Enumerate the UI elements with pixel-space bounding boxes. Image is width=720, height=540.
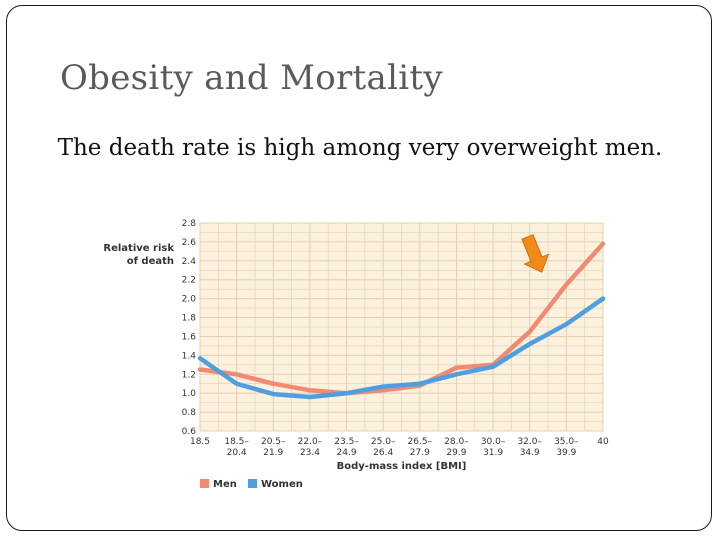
x-tick-label: 32.0– (517, 437, 542, 447)
series-line-women (197, 296, 606, 400)
x-tick-label: 21.9 (263, 448, 283, 458)
y-tick-label: 1.6 (182, 332, 197, 342)
x-tick-label: 34.9 (520, 448, 540, 458)
legend-label-women: Women (261, 479, 303, 490)
y-tick-label: 2.2 (182, 276, 196, 286)
y-axis-title: of death (127, 256, 174, 267)
x-tick-label: 27.9 (410, 448, 430, 458)
y-tick-label: 1.0 (182, 389, 197, 399)
x-tick-label: 20.5– (261, 437, 286, 447)
bmi-mortality-chart: 0.6 0.8 1.0 1.2 1.4 1.6 1.8 2.0 2.2 2.4 2.6 2.8 Rela… (103, 219, 609, 490)
y-tick-label: 2.6 (182, 238, 197, 248)
x-tick-label: 31.9 (483, 448, 503, 458)
x-tick-label: 29.9 (446, 448, 466, 458)
y-tick-label: 2.0 (182, 295, 197, 305)
legend-swatch-men (200, 479, 209, 488)
x-tick-label: 24.9 (337, 448, 357, 458)
x-tick-label: 28.0– (444, 437, 469, 447)
y-tick-label: 1.2 (182, 370, 196, 380)
annotation-arrow-shape (521, 234, 550, 273)
y-tick-label: 2.8 (182, 219, 197, 229)
x-tick-label: 22.0– (298, 437, 323, 447)
x-tick-label: 40 (597, 437, 609, 447)
y-tick-label: 1.8 (182, 314, 197, 324)
slide-body: The death rate is high among very overwe… (57, 135, 663, 161)
y-tick-label: 1.4 (182, 351, 197, 361)
x-tick-label: 18.5– (224, 437, 249, 447)
legend-label-men: Men (213, 479, 237, 490)
x-tick-label: 26.5– (408, 437, 433, 447)
x-tick-label: 25.0– (371, 437, 396, 447)
slide-frame (6, 5, 712, 531)
legend-swatch-women (248, 479, 257, 488)
x-axis-title: Body-mass index [BMI] (337, 461, 467, 472)
x-tick-label: 26.4 (373, 448, 393, 458)
series-line-men (197, 241, 606, 396)
x-tick-label: 39.9 (556, 448, 576, 458)
y-tick-label: 0.8 (182, 408, 197, 418)
annotation-arrow-icon (521, 234, 550, 273)
x-tick-label: 35.0– (554, 437, 579, 447)
x-tick-label: 23.4 (300, 448, 320, 458)
y-tick-label: 2.4 (182, 257, 197, 267)
y-axis-title: Relative risk (103, 243, 174, 254)
x-tick-label: 23.5– (334, 437, 359, 447)
x-tick-label: 18.5 (190, 437, 210, 447)
slide-title: Obesity and Mortality (60, 58, 443, 98)
x-tick-label: 20.4 (227, 448, 247, 458)
y-tick-label: 0.6 (182, 427, 197, 437)
x-tick-label: 30.0– (481, 437, 506, 447)
